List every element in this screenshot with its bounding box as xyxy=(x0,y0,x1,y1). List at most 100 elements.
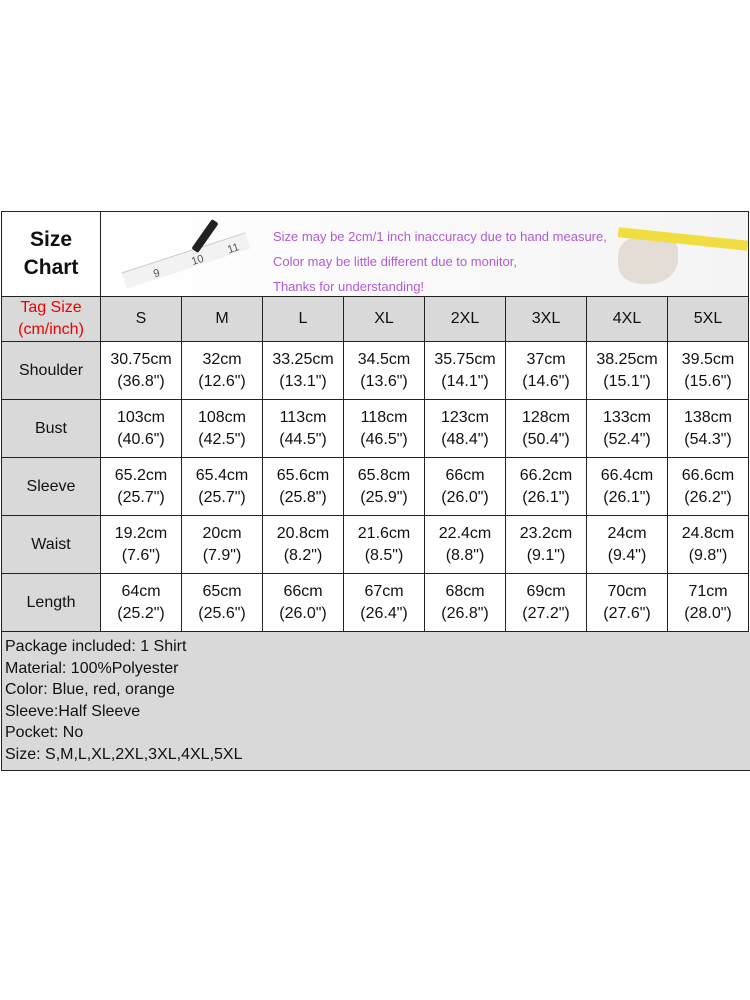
inch-value: (26.1") xyxy=(603,488,651,506)
measurement-cell: 23.2cm (9.1") xyxy=(505,515,587,574)
inch-value: (36.8") xyxy=(117,372,165,390)
inch-value: (8.2") xyxy=(283,546,323,564)
info-line: Size: S,M,L,XL,2XL,3XL,4XL,5XL xyxy=(5,745,243,763)
cm-value: 138cm xyxy=(683,408,733,426)
inch-value: (25.7") xyxy=(198,488,246,506)
measurement-cell: 35.75cm (14.1") xyxy=(424,341,506,400)
measurement-cell: 128cm (50.4") xyxy=(505,399,587,458)
measurement-cell: 39.5cm (15.6") xyxy=(667,341,749,400)
cm-value: 133cm xyxy=(602,408,652,426)
measurement-cell: 65.4cm (25.7") xyxy=(181,457,263,516)
measurement-cell: 66cm (26.0") xyxy=(262,573,344,632)
measurement-cell: 66.2cm (26.1") xyxy=(505,457,587,516)
cm-value: 113cm xyxy=(279,408,327,426)
inch-value: (9.8") xyxy=(688,546,728,564)
cm-value: 32cm xyxy=(202,350,242,368)
size-header: 4XL xyxy=(586,296,668,342)
info-line: Material: 100%Polyester xyxy=(5,659,179,677)
inch-value: (9.1") xyxy=(526,546,566,564)
inch-value: (14.6") xyxy=(522,372,570,390)
header-row: Size Chart 9 10 11 Size may be 2cm/1 inch… xyxy=(1,211,749,297)
cm-value: 65.6cm xyxy=(276,466,330,484)
tag-size-row: Tag Size (cm/inch) S M L XL 2XL 3XL 4XL 5XL xyxy=(1,296,749,342)
measurement-label: Sleeve xyxy=(1,457,101,516)
cm-value: 103cm xyxy=(116,408,166,426)
size-header: XL xyxy=(343,296,425,342)
measurement-label: Waist xyxy=(1,515,101,574)
title-line: Chart xyxy=(23,256,79,279)
measurement-cell: 64cm (25.2") xyxy=(100,573,182,632)
inch-value: (25.8") xyxy=(279,488,327,506)
cm-value: 66cm xyxy=(283,582,323,600)
measurement-cell: 133cm (52.4") xyxy=(586,399,668,458)
inch-value: (12.6") xyxy=(198,372,246,390)
size-chart-title: Size Chart xyxy=(1,211,101,297)
inch-value: (26.1") xyxy=(522,488,570,506)
cm-value: 39.5cm xyxy=(681,350,735,368)
inch-value: (27.6") xyxy=(603,604,651,622)
measurement-cell: 32cm (12.6") xyxy=(181,341,263,400)
cm-value: 22.4cm xyxy=(438,524,492,542)
size-header: S xyxy=(100,296,182,342)
info-line: Pocket: No xyxy=(5,724,84,742)
measurement-row-shoulder: Shoulder 30.75cm (36.8") 32cm (12.6") 33.25cm… xyxy=(1,341,749,400)
measurement-cell: 70cm (27.6") xyxy=(586,573,668,632)
ruler-mark: 9 xyxy=(151,267,162,281)
inch-value: (54.3") xyxy=(684,430,732,448)
measurement-row-length: Length 64cm (25.2") 65cm (25.6") 66cm (26.0") 6… xyxy=(1,573,749,632)
inch-value: (27.2") xyxy=(522,604,570,622)
inch-value: (13.1") xyxy=(279,372,327,390)
inch-value: (25.7") xyxy=(117,488,165,506)
measurement-cell: 103cm (40.6") xyxy=(100,399,182,458)
inch-value: (25.2") xyxy=(117,604,165,622)
ruler-illustration: 9 10 11 xyxy=(121,232,251,289)
cm-value: 33.25cm xyxy=(272,350,334,368)
inch-value: (28.0") xyxy=(684,604,732,622)
cm-value: 24cm xyxy=(607,524,647,542)
note-line: Color may be little different due to mon… xyxy=(273,254,517,269)
measurement-cell: 123cm (48.4") xyxy=(424,399,506,458)
measurement-cell: 37cm (14.6") xyxy=(505,341,587,400)
measurement-cell: 20.8cm (8.2") xyxy=(262,515,344,574)
cm-value: 65.2cm xyxy=(114,466,168,484)
cm-value: 66cm xyxy=(445,466,485,484)
inch-value: (8.8") xyxy=(445,546,485,564)
measurement-cell: 68cm (26.8") xyxy=(424,573,506,632)
measurement-cell: 19.2cm (7.6") xyxy=(100,515,182,574)
banner-notes: Size may be 2cm/1 inch inaccuracy due to… xyxy=(273,224,607,296)
inch-value: (25.6") xyxy=(198,604,246,622)
measurement-cell: 65.6cm (25.8") xyxy=(262,457,344,516)
size-header: L xyxy=(262,296,344,342)
inch-value: (26.0") xyxy=(441,488,489,506)
info-line: Sleeve:Half Sleeve xyxy=(5,702,141,720)
cm-value: 20cm xyxy=(202,524,242,542)
cm-value: 66.6cm xyxy=(681,466,735,484)
cm-value: 69cm xyxy=(526,582,566,600)
measurement-row-sleeve: Sleeve 65.2cm (25.7") 65.4cm (25.7") 65.6cm (2… xyxy=(1,457,749,516)
measurement-cell: 108cm (42.5") xyxy=(181,399,263,458)
measurement-row-waist: Waist 19.2cm (7.6") 20cm (7.9") 20.8cm (8.2") 2… xyxy=(1,515,749,574)
measurement-cell: 118cm (46.5") xyxy=(343,399,425,458)
cm-value: 128cm xyxy=(521,408,571,426)
cm-value: 34.5cm xyxy=(357,350,411,368)
inch-value: (15.6") xyxy=(684,372,732,390)
measurement-cell: 71cm (28.0") xyxy=(667,573,749,632)
hand-illustration xyxy=(618,236,678,284)
size-header: 3XL xyxy=(505,296,587,342)
inch-value: (26.8") xyxy=(441,604,489,622)
size-header: 5XL xyxy=(667,296,749,342)
cm-value: 30.75cm xyxy=(110,350,172,368)
measurement-cell: 24cm (9.4") xyxy=(586,515,668,574)
inch-value: (26.2") xyxy=(684,488,732,506)
cm-value: 70cm xyxy=(607,582,647,600)
cm-value: 118cm xyxy=(360,408,408,426)
measurement-cell: 66.6cm (26.2") xyxy=(667,457,749,516)
banner: 9 10 11 Size may be 2cm/1 inch inaccurac… xyxy=(100,211,749,297)
cm-value: 66.2cm xyxy=(519,466,573,484)
measurement-cell: 21.6cm (8.5") xyxy=(343,515,425,574)
measurement-cell: 22.4cm (8.8") xyxy=(424,515,506,574)
info-line: Color: Blue, red, orange xyxy=(5,681,175,699)
cm-value: 68cm xyxy=(445,582,485,600)
cm-value: 64cm xyxy=(121,582,161,600)
title-line: Size xyxy=(29,228,73,251)
